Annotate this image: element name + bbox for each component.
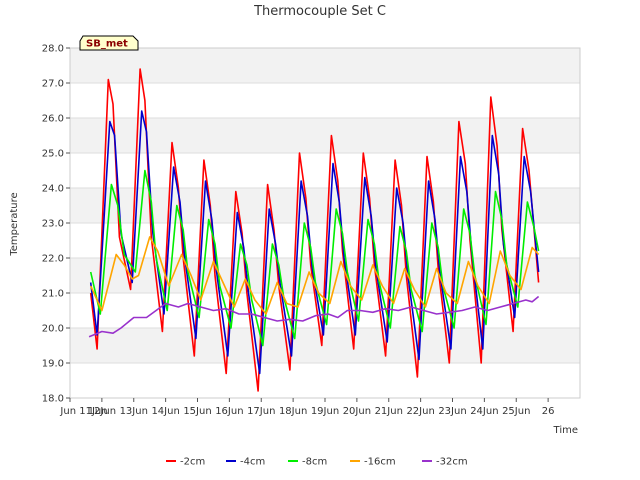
grid-band [70,328,580,363]
legend: -2cm -4cm -8cm -16cm -32cm [166,457,468,468]
x-tick-label: 19Jun [311,406,339,417]
badge-shape [79,35,139,51]
x-tick-label: 14Jun [151,406,179,417]
x-tick-label: 21Jun [375,406,403,417]
y-tick-label: 25.0 [42,149,64,160]
y-tick-label: 20.0 [42,324,64,335]
y-tick-label: 21.0 [42,289,64,300]
series-line-1 [89,110,540,375]
series-lines [88,68,540,392]
y-tick-label: 28.0 [42,44,64,55]
x-tick-label: 25Jun [502,406,530,417]
y-tick-label: 22.0 [42,254,64,265]
x-axis-label: Time [553,425,578,436]
grid-bands [70,48,580,399]
y-tick-label: 23.0 [42,219,64,230]
grid-band [70,153,580,188]
y-tick-label: 19.0 [42,359,64,370]
legend-label: -2cm [180,457,205,468]
y-axis: 18.0 19.0 20.0 21.0 22.0 23.0 24.0 25.0 26.0 27.0… [42,44,70,405]
station-badge: SB_met [79,35,139,51]
legend-label: -4cm [240,457,265,468]
x-tick-label: 24Jun [470,406,498,417]
y-tick-label: 26.0 [42,114,64,125]
x-tick-label: 12Jun [88,406,116,417]
legend-label: -32cm [436,457,468,468]
x-tick-label: 15Jun [183,406,211,417]
y-tick-label: 24.0 [42,184,64,195]
x-tick-label: 18Jun [279,406,307,417]
badge-label: SB_met [86,39,128,50]
grid-band [70,48,580,83]
x-tick-label: 26 [542,406,555,417]
y-tick-label: 18.0 [42,394,64,405]
x-tick-label: 22Jun [406,406,434,417]
grid-band [70,363,580,398]
grid-band [70,188,580,223]
legend-label: -8cm [302,457,327,468]
x-tick-label: 17Jun [247,406,275,417]
chart-title: Thermocouple Set C [253,4,386,19]
y-tick-label: 27.0 [42,79,64,90]
x-tick-label: 20Jun [343,406,371,417]
grid-band [70,83,580,118]
legend-label: -16cm [364,457,396,468]
x-tick-label: 23Jun [438,406,466,417]
y-axis-label: Temperature [9,192,20,256]
x-tick-label: 16Jun [215,406,243,417]
series-line-3 [89,236,540,315]
x-tick-label: Jun 11Jun [59,406,107,417]
series-line-4 [88,295,540,338]
series-line-2 [89,169,540,347]
x-tick-label: 13Jun [120,406,148,417]
